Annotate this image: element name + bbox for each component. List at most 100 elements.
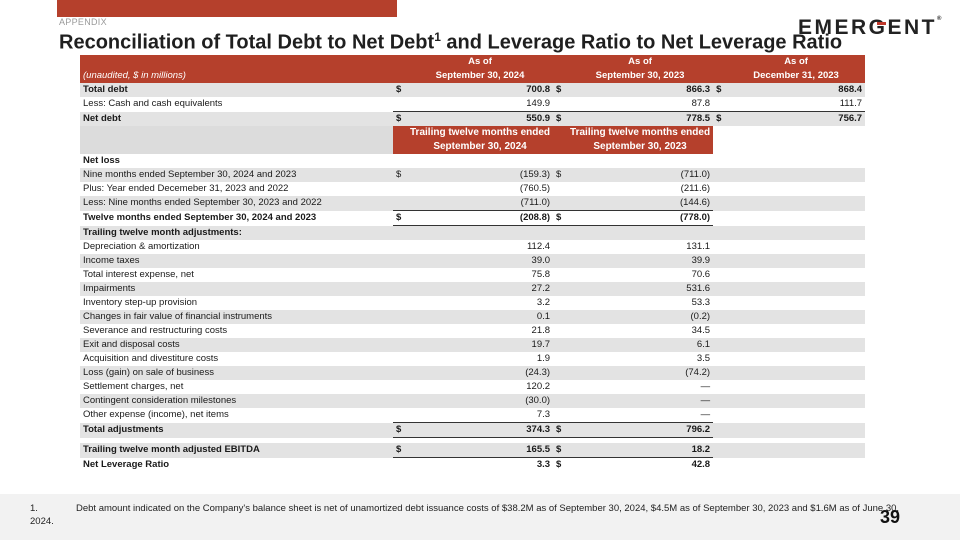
cell-value: 75.8 xyxy=(531,269,551,280)
cell-value: 70.6 xyxy=(691,269,711,280)
row-label: Loss (gain) on sale of business xyxy=(80,366,393,380)
unit-label: (unaudited, $ in millions) xyxy=(80,69,393,83)
row-label: Inventory step-up provision xyxy=(83,297,198,308)
cell-value: (30.0) xyxy=(407,394,554,408)
col-header: As of xyxy=(567,55,714,69)
cell-value: 0.1 xyxy=(407,310,554,324)
row-label: Acquisition and divestiture costs xyxy=(83,353,219,364)
table-row: Net Leverage Ratio 3.3 $42.8 xyxy=(80,458,865,473)
row-label: Nine months ended September 30, 2024 and… xyxy=(80,168,393,182)
table-row: Loss (gain) on sale of business (24.3) (74… xyxy=(80,366,866,380)
table-row: Total debt $700.8 $866.3 $868.4 xyxy=(80,83,866,97)
table-row: Plus: Year ended Decemeber 31, 2023 and … xyxy=(80,182,865,196)
cell-value: 19.7 xyxy=(407,338,554,352)
cell-value: 120.2 xyxy=(526,381,551,392)
table-row: Nine months ended September 30, 2024 and… xyxy=(80,168,866,182)
row-label: Less: Nine months ended September 30, 20… xyxy=(80,196,393,211)
table-row: Contingent consideration milestones (30.0… xyxy=(80,394,866,408)
table-row: Trailing twelve month adjusted EBITDA $1… xyxy=(80,443,866,458)
row-label: Severance and restructuring costs xyxy=(83,325,228,336)
col-header: As of xyxy=(407,55,554,69)
col-header: September 30, 2023 xyxy=(567,69,714,83)
cell-value: 6.1 xyxy=(567,338,714,352)
row-label: Less: Cash and cash equivalents xyxy=(83,98,223,110)
row-label: Exit and disposal costs xyxy=(80,338,393,352)
table-row: Changes in fair value of financial instr… xyxy=(80,310,866,324)
cell-value: — xyxy=(567,394,714,408)
table-row: Other expense (income), net items 7.3 — xyxy=(80,408,865,423)
col-header: As of xyxy=(727,55,866,69)
footnote: 1. Debt amount indicated on the Company's… xyxy=(30,502,910,528)
table-row: Less: Cash and cash equivalents 149.9 87… xyxy=(80,97,865,112)
cell-value: (74.2) xyxy=(567,366,714,380)
row-label: Total adjustments xyxy=(80,422,393,438)
cell-value: (0.2) xyxy=(567,310,714,324)
row-label: Depreciation & amortization xyxy=(83,241,200,252)
row-label: Total debt xyxy=(80,83,393,97)
row-label: Changes in fair value of financial instr… xyxy=(80,310,393,324)
row-label: Net Leverage Ratio xyxy=(83,458,170,470)
section-label: APPENDIX xyxy=(59,17,107,27)
col-header: September 30, 2024 xyxy=(407,140,554,154)
footnote-panel xyxy=(0,494,960,540)
adjustments-body: Depreciation & amortization 112.4 131.1 Inc… xyxy=(80,240,866,423)
row-label: Other expense (income), net items xyxy=(83,409,229,421)
cell-value: 112.4 xyxy=(526,241,551,252)
reconciliation-table: As of As of As of (unaudited, $ in milli… xyxy=(80,55,866,473)
table-row: Impairments 27.2 531.6 xyxy=(80,282,866,296)
row-label: Income taxes xyxy=(80,254,393,268)
footnote-text: Debt amount indicated on the Company's b… xyxy=(30,503,900,527)
cell-value: 39.0 xyxy=(407,254,554,268)
cell-value: 131.1 xyxy=(686,241,711,252)
table-row: Total interest expense, net 75.8 70.6 xyxy=(80,268,865,282)
page-title: Reconciliation of Total Debt to Net Debt… xyxy=(59,30,842,55)
col-header: Trailing twelve months ended xyxy=(567,126,714,140)
table-row: Depreciation & amortization 112.4 131.1 xyxy=(80,240,865,254)
cell-value: — xyxy=(700,381,711,392)
header-row-top: As of As of As of xyxy=(80,55,866,69)
row-label: Impairments xyxy=(80,282,393,296)
cell-value: 53.3 xyxy=(691,297,711,308)
table-row: Settlement charges, net 120.2 — xyxy=(80,380,865,394)
table-row: Total adjustments $374.3 $796.2 xyxy=(80,422,866,438)
section-heading-row: Trailing twelve month adjustments: xyxy=(80,225,866,240)
table-row: Inventory step-up provision 3.2 53.3 xyxy=(80,296,865,310)
col-header: September 30, 2023 xyxy=(567,140,714,154)
cell-value: 1.9 xyxy=(536,353,551,364)
top-accent-bar xyxy=(57,0,397,17)
cell-value: 27.2 xyxy=(407,282,554,296)
logo-text: EMERGENT xyxy=(798,16,938,39)
logo-trademark: ® xyxy=(937,16,942,22)
col-header: September 30, 2024 xyxy=(407,69,554,83)
table-row: Exit and disposal costs 19.7 6.1 xyxy=(80,338,866,352)
cell-value: 3.5 xyxy=(696,353,711,364)
cell-value: — xyxy=(700,409,711,420)
cell-value: 34.5 xyxy=(691,325,711,336)
row-label: Plus: Year ended Decemeber 31, 2023 and … xyxy=(83,183,289,194)
logo-accent-icon xyxy=(877,22,886,25)
row-label: Net debt xyxy=(80,111,393,126)
row-label: Trailing twelve month adjusted EBITDA xyxy=(80,443,393,458)
header-row-top: Trailing twelve months ended Trailing tw… xyxy=(80,126,866,140)
cell-value: 3.2 xyxy=(536,297,551,308)
section-heading-row: Net loss xyxy=(80,154,865,168)
company-logo: EMERGENT® xyxy=(798,16,941,40)
row-label: Settlement charges, net xyxy=(83,381,184,392)
cell-value: 7.3 xyxy=(536,409,551,420)
table-row: Less: Nine months ended September 30, 20… xyxy=(80,196,866,211)
col-header: December 31, 2023 xyxy=(727,69,866,83)
cell-value: 21.8 xyxy=(531,325,551,336)
row-label: Trailing twelve month adjustments: xyxy=(80,225,393,240)
cell-value: 39.9 xyxy=(567,254,714,268)
row-label: Twelve months ended September 30, 2024 a… xyxy=(83,212,317,223)
row-label: Net loss xyxy=(83,155,120,166)
title-main: Reconciliation of Total Debt to Net Debt xyxy=(59,31,435,54)
header-row-bottom: September 30, 2024 September 30, 2023 xyxy=(80,140,866,154)
page-number: 39 xyxy=(880,507,901,527)
cell-value: 531.6 xyxy=(567,282,714,296)
table-row: Net debt $550.9 $778.5 $756.7 xyxy=(80,111,866,126)
table-row: Severance and restructuring costs 21.8 34.… xyxy=(80,324,865,338)
table-row: Acquisition and divestiture costs 1.9 3.5 xyxy=(80,352,865,366)
footnote-number: 1. xyxy=(30,503,38,514)
title-footnote-marker: 1 xyxy=(434,30,441,44)
